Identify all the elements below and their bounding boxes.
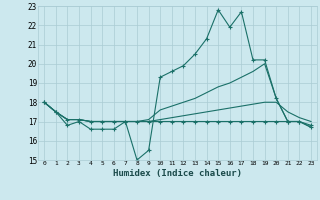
- X-axis label: Humidex (Indice chaleur): Humidex (Indice chaleur): [113, 169, 242, 178]
